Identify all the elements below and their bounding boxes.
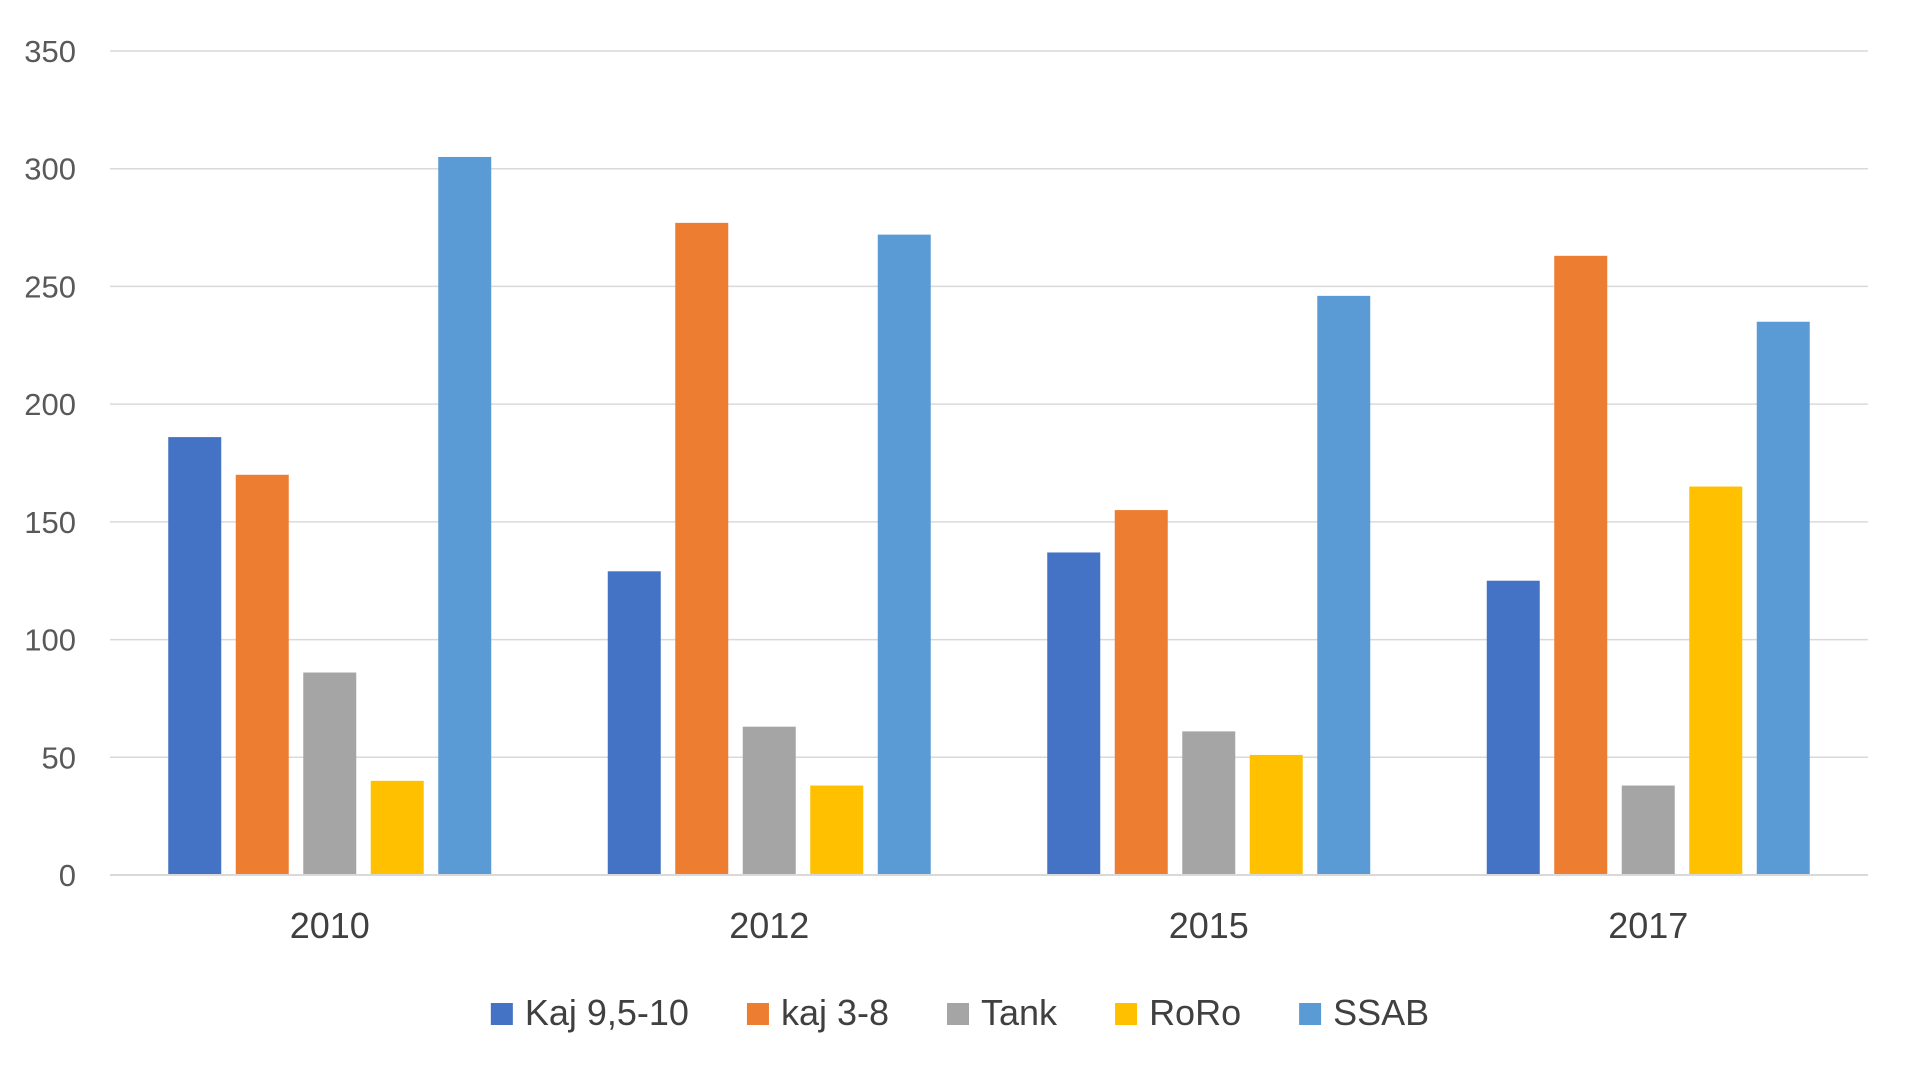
bar-ssab-2015	[1317, 295, 1371, 875]
y-tick-label: 300	[24, 152, 76, 187]
legend-label: Kaj 9,5-10	[525, 992, 689, 1033]
bar-kaj-3-8-2010	[235, 474, 289, 875]
legend-label: SSAB	[1333, 992, 1429, 1033]
y-tick-label: 50	[42, 740, 76, 775]
gridlines	[110, 50, 1868, 759]
bar-kaj-3-8-2012	[675, 222, 729, 875]
bar-ssab-2010	[438, 156, 492, 875]
legend-label: kaj 3-8	[781, 992, 889, 1033]
legend-label: Tank	[981, 992, 1058, 1033]
y-tick-label: 0	[59, 858, 76, 893]
bar-tank-2015	[1182, 731, 1236, 875]
legend-swatch	[490, 1003, 513, 1025]
legend-label: RoRo	[1149, 992, 1241, 1033]
legend: Kaj 9,5-10 kaj 3-8 Tank RoRo SSAB	[490, 992, 1429, 1033]
y-tick-label: 350	[24, 34, 76, 69]
bar-roro-2015	[1249, 754, 1303, 875]
bar-ssab-2017	[1756, 321, 1810, 875]
x-category-label: 2010	[290, 905, 370, 946]
legend-swatch	[746, 1003, 769, 1025]
x-category-label: 2012	[729, 905, 809, 946]
bar-kaj-9-5-10-2012	[607, 571, 661, 875]
bar-kaj-3-8-2017	[1554, 255, 1608, 875]
bar-roro-2012	[810, 785, 864, 875]
y-tick-label: 150	[24, 505, 76, 540]
bar-kaj-9-5-10-2015	[1047, 552, 1101, 875]
y-tick-label: 200	[24, 387, 76, 422]
bar-tank-2012	[742, 726, 796, 875]
bar-tank-2017	[1621, 785, 1675, 875]
legend-swatch	[947, 1003, 970, 1025]
x-category-label: 2015	[1169, 905, 1249, 946]
bar-roro-2010	[370, 780, 424, 875]
bar-kaj-9-5-10-2017	[1486, 580, 1540, 875]
bar-ssab-2012	[877, 234, 931, 876]
bar-kaj-9-5-10-2010	[168, 437, 222, 875]
x-category-label: 2017	[1608, 905, 1688, 946]
bar-roro-2017	[1689, 486, 1743, 875]
y-tick-label: 250	[24, 269, 76, 304]
y-axis-tick-labels: 0 50 100 150 200 250 300 350	[24, 34, 76, 893]
bar-tank-2010	[303, 672, 357, 875]
x-axis: 2010 2012 2015 2017	[110, 874, 1868, 946]
legend-swatch	[1299, 1003, 1322, 1025]
legend-swatch	[1115, 1003, 1138, 1025]
bars	[168, 156, 1810, 876]
bar-kaj-3-8-2015	[1114, 510, 1168, 875]
y-tick-label: 100	[24, 623, 76, 658]
